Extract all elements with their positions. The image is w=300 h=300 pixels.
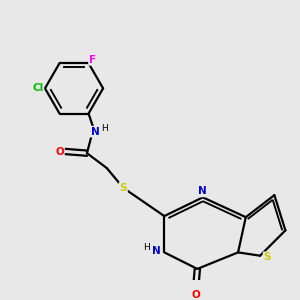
Text: N: N [152, 246, 161, 256]
Text: S: S [264, 252, 271, 262]
Text: N: N [91, 127, 100, 137]
Text: N: N [199, 186, 207, 197]
Text: H: H [143, 243, 149, 252]
Text: O: O [55, 146, 64, 157]
Text: O: O [191, 290, 200, 300]
Text: H: H [101, 124, 107, 133]
Text: S: S [119, 183, 127, 193]
Text: Cl: Cl [32, 83, 43, 93]
Text: F: F [89, 55, 96, 65]
